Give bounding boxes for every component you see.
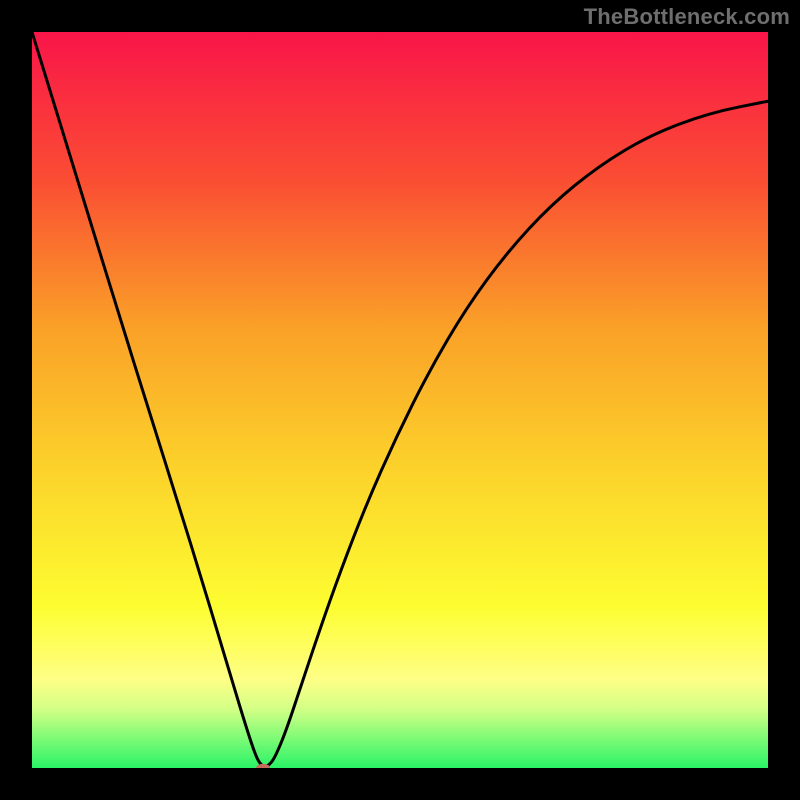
plot-svg	[32, 32, 768, 768]
gradient-background	[32, 32, 768, 768]
plot-area	[32, 32, 768, 768]
watermark-text: TheBottleneck.com	[584, 4, 790, 30]
chart-frame: TheBottleneck.com	[0, 0, 800, 800]
